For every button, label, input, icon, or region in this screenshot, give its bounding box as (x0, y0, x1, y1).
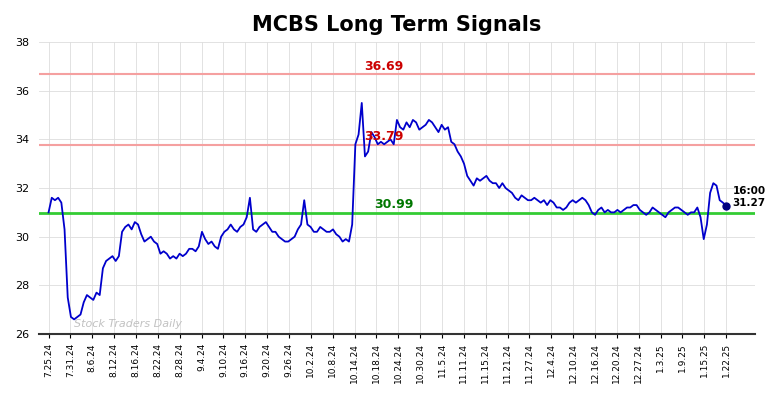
Text: 33.79: 33.79 (365, 130, 404, 143)
Text: Stock Traders Daily: Stock Traders Daily (74, 319, 182, 329)
Title: MCBS Long Term Signals: MCBS Long Term Signals (252, 15, 542, 35)
Text: 30.99: 30.99 (374, 198, 413, 211)
Text: 16:00
31.27: 16:00 31.27 (732, 187, 766, 208)
Text: 36.69: 36.69 (365, 60, 404, 72)
